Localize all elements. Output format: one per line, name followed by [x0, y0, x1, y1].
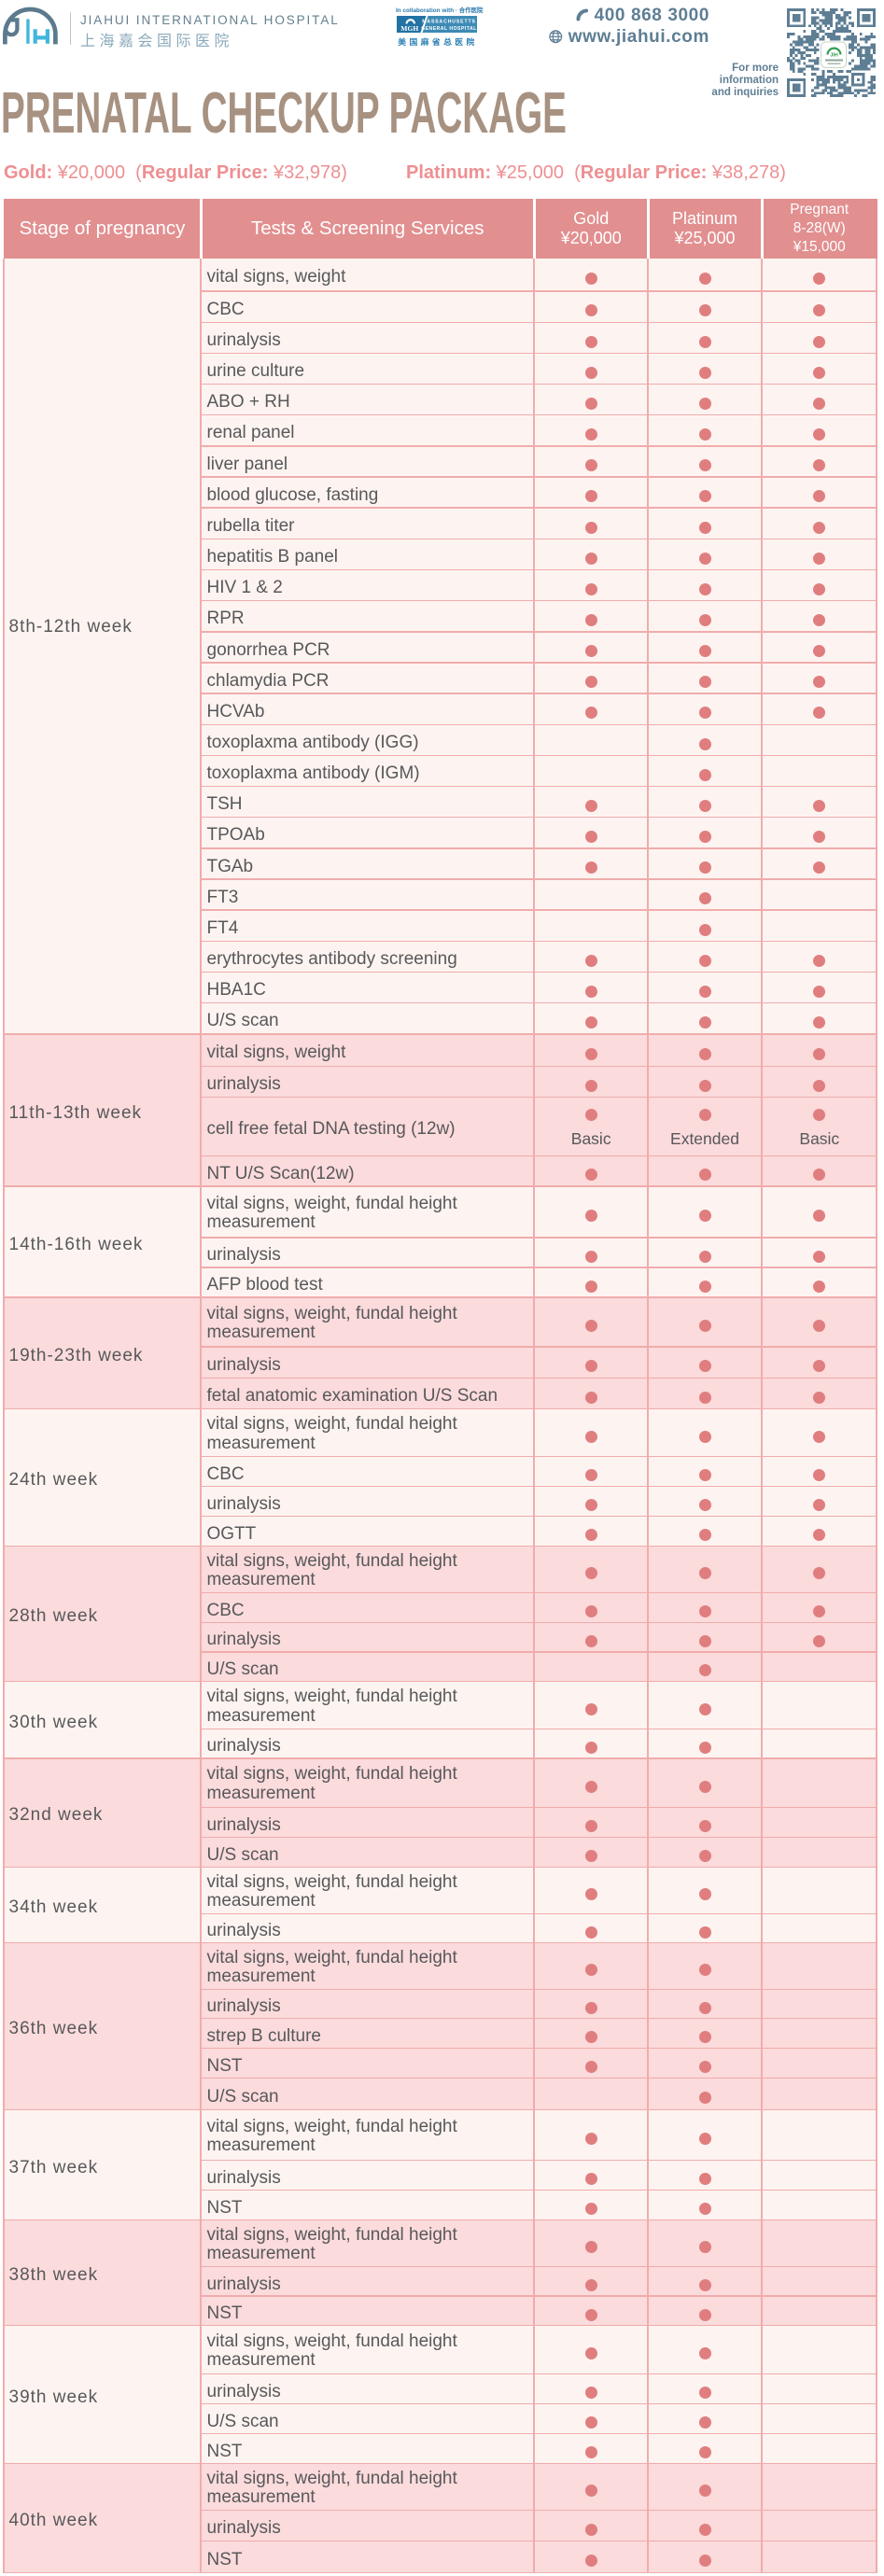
svg-text:MASSACHUSETTS: MASSACHUSETTS [422, 19, 476, 24]
svg-text:GENERAL HOSPITAL: GENERAL HOSPITAL [421, 26, 477, 32]
svg-text:MGH: MGH [400, 24, 418, 33]
svg-text:JIH: JIH [830, 53, 838, 59]
